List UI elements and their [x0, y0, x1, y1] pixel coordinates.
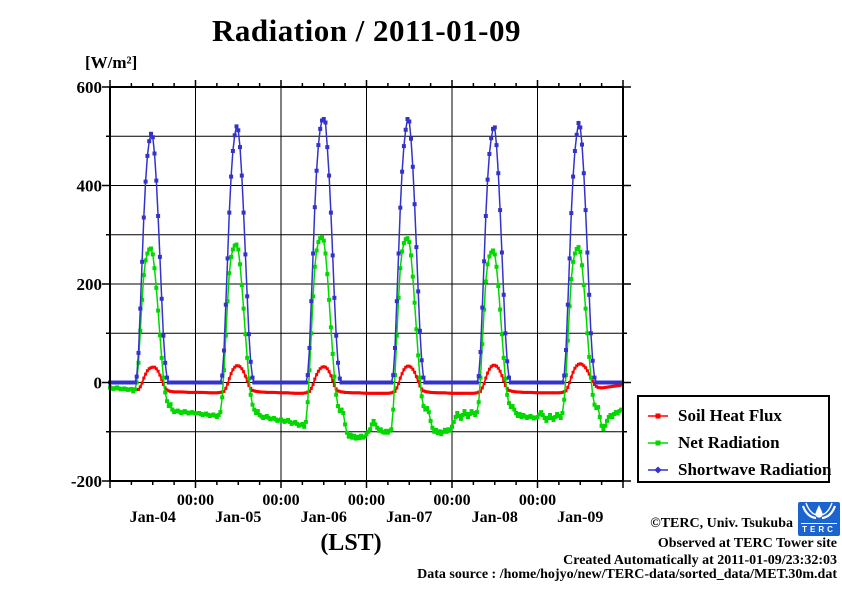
- observed-site-line: Observed at TERC Tower site: [657, 536, 837, 551]
- y-tick-label: 200: [77, 275, 103, 294]
- created-timestamp-line: Created Automatically at 2011-01-09/23:3…: [563, 553, 837, 568]
- series-markers-net-radiation: [108, 235, 624, 441]
- x-tick-day-label: Jan-06: [301, 509, 347, 526]
- series-line-soil-heat-flux: [109, 362, 622, 395]
- x-tick-day-label: Jan-08: [472, 509, 518, 526]
- soil-heat-flux-marker-icon: [648, 413, 668, 418]
- legend-label: Net Radiation: [678, 432, 780, 452]
- x-tick-time-label: 00:00: [262, 492, 299, 509]
- legend-item-soil-heat-flux: Soil Heat Flux: [647, 402, 828, 429]
- credit-line: ©TERC, Univ. Tsukuba: [650, 516, 793, 531]
- x-tick-time-label: 00:00: [348, 492, 385, 509]
- x-tick-day-label: Jan-04: [130, 509, 176, 526]
- series-line-net-radiation: [109, 236, 622, 440]
- svg-text:TERC: TERC: [802, 525, 836, 534]
- x-tick-day-label: Jan-05: [215, 509, 261, 526]
- y-tick-label: -200: [71, 472, 102, 491]
- legend-item-net-radiation: Net Radiation: [647, 429, 828, 456]
- x-axis-title: (LST): [320, 530, 382, 556]
- x-tick-time-label: 00:00: [519, 492, 556, 509]
- x-tick-day-label: Jan-07: [386, 509, 432, 526]
- page-title: Radiation / 2011-01-09: [212, 13, 521, 48]
- y-tick-label: 0: [94, 374, 103, 393]
- shortwave-radiation-marker-icon: [648, 465, 668, 474]
- x-tick-day-label: Jan-09: [557, 509, 603, 526]
- legend-label: Shortwave Radiation: [678, 459, 832, 479]
- net-radiation-marker-icon: [648, 440, 668, 445]
- series-markers-soil-heat-flux: [108, 362, 623, 395]
- series-line-shortwave-radiation: [110, 117, 622, 384]
- y-tick-label: 400: [77, 177, 103, 196]
- legend: Soil Heat Flux Net Radiation Shortwave R…: [637, 395, 832, 483]
- y-tick-label: 600: [77, 78, 103, 97]
- water-drop-icon: [815, 505, 823, 518]
- terc-logo-icon: TERC: [798, 502, 840, 536]
- y-axis-unit-label: [W/m²]: [85, 53, 138, 72]
- legend-item-shortwave-radiation: Shortwave Radiation: [647, 456, 832, 483]
- x-tick-time-label: 00:00: [177, 492, 214, 509]
- series-markers-shortwave-radiation: [108, 117, 624, 385]
- x-tick-time-label: 00:00: [433, 492, 470, 509]
- data-source-line: Data source : /home/hojyo/new/TERC-data/…: [417, 567, 837, 582]
- legend-label: Soil Heat Flux: [678, 405, 782, 425]
